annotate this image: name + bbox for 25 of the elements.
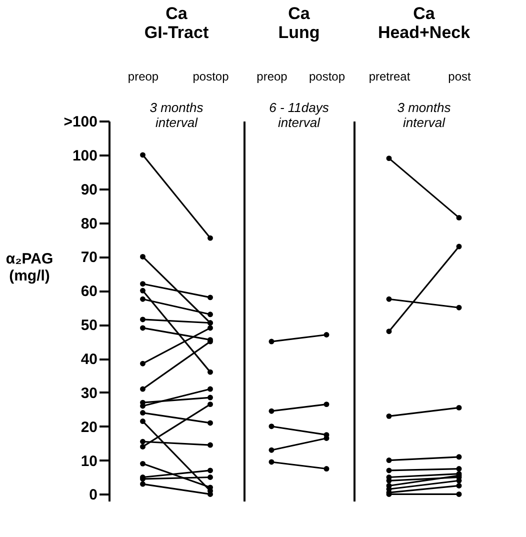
x-tick-label: postop: [308, 70, 346, 84]
y-tick-label: 60: [80, 283, 98, 300]
y-axis-title: α₂PAG (mg/l): [6, 250, 54, 284]
y-tick-label: >100: [64, 114, 98, 130]
x-tick-label: preop: [256, 70, 288, 84]
chart-title: Ca GI-Tract: [144, 4, 209, 42]
chart-title: Ca Head+Neck: [378, 4, 471, 42]
y-tick-label: 70: [80, 249, 98, 266]
annotation: 3 months interval: [150, 100, 204, 130]
annotation: 3 months interval: [397, 100, 452, 130]
y-tick-label: 50: [80, 317, 98, 334]
x-tick-label: post: [448, 70, 472, 84]
y-tick-label: 100: [72, 147, 98, 164]
x-tick-label: postop: [192, 70, 230, 84]
y-tick-label: 0: [89, 486, 98, 504]
y-tick-label: 90: [80, 181, 98, 198]
y-tick-label: 20: [80, 418, 98, 436]
y-tick-label: 80: [80, 215, 98, 232]
y-tick-label: 30: [80, 384, 98, 402]
x-tick-label: pretreat: [368, 70, 411, 84]
y-tick-label: 10: [80, 452, 98, 470]
chart-title: Ca Lung: [278, 4, 320, 42]
x-tick-label: preop: [128, 70, 159, 84]
annotation: 6 - 11days interval: [269, 100, 330, 130]
y-tick-label: 40: [80, 351, 98, 368]
